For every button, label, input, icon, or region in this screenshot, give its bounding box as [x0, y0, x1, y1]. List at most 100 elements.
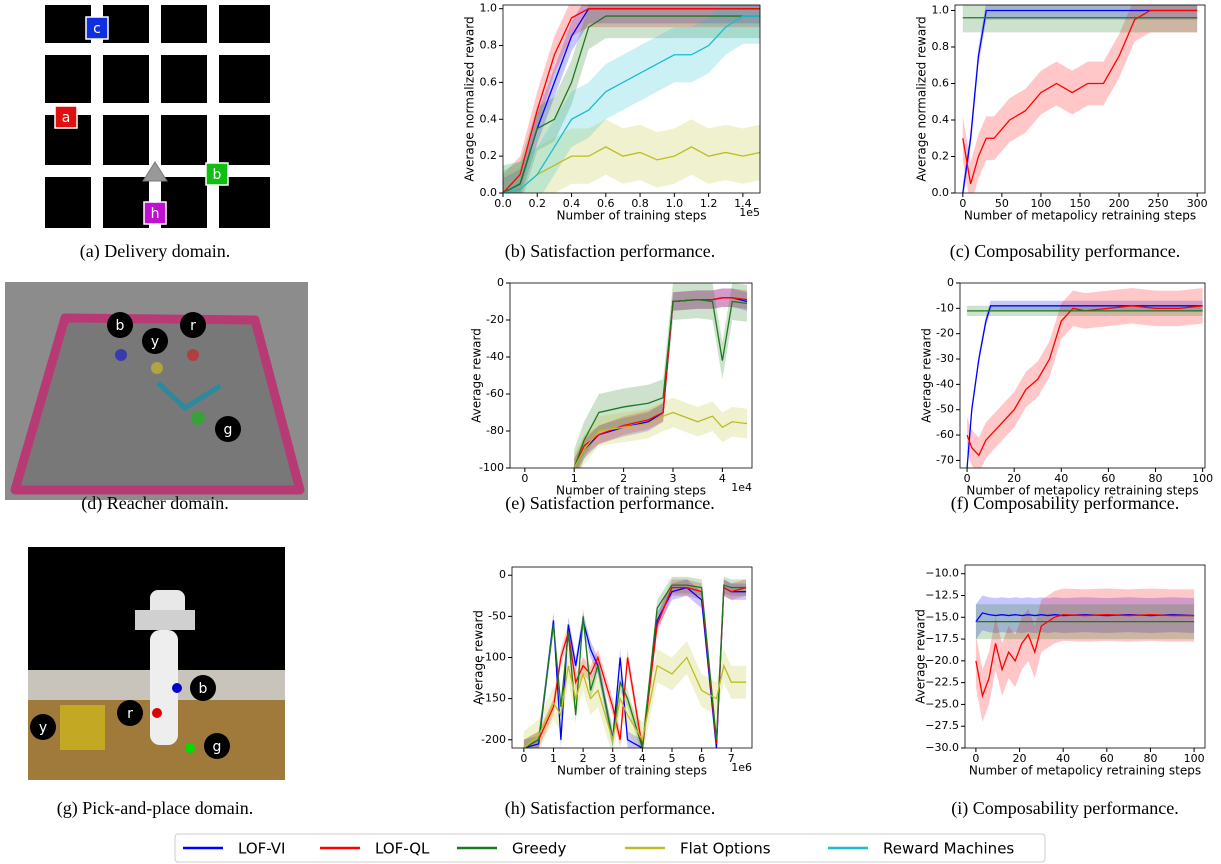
y-tick-label: 0.0 [932, 186, 950, 199]
series-line [573, 298, 748, 468]
object-label: g [224, 422, 233, 438]
confidence-band [503, 5, 760, 193]
series-line [503, 146, 760, 193]
series-line [975, 614, 1195, 699]
y-tick-label: 0.8 [932, 40, 950, 53]
caption: (f) Composability performance. [951, 493, 1179, 514]
x-offset: 1e5 [739, 206, 760, 219]
legend-label: Reward Machines [883, 840, 1014, 858]
plot [966, 288, 1203, 468]
confidence-band [962, 5, 1198, 33]
x-tick-label: 0.4 [563, 197, 581, 210]
y-tick-label: −10.0 [925, 567, 959, 580]
y-tick-label: −15.0 [925, 610, 959, 623]
object-label: a [62, 110, 71, 126]
y-tick-label: -30 [936, 352, 954, 365]
caption: (e) Satisfaction performance. [505, 493, 714, 514]
confidence-band [574, 283, 748, 468]
legend-label: Greedy [512, 840, 566, 858]
x-tick-label: 0.6 [597, 197, 615, 210]
caption: (d) Reacher domain. [81, 493, 228, 514]
x-tick-label: 60 [1100, 752, 1114, 765]
y-tick-label: -60 [486, 387, 504, 400]
x-tick-label: 60 [1101, 472, 1115, 485]
caption: (i) Composability performance. [951, 798, 1178, 819]
confidence-band [503, 5, 760, 193]
x-tick-label: 50 [995, 197, 1009, 210]
x-tick-label: 100 [1192, 472, 1213, 485]
x-tick-label: 250 [1148, 197, 1169, 210]
legend-label: LOF-QL [375, 840, 430, 858]
y-tick-label: −27.5 [925, 719, 959, 732]
confidence-band [523, 579, 747, 748]
series-line [523, 584, 747, 748]
x-tick-label: 100 [1184, 752, 1205, 765]
x-tick-label: 0.2 [529, 197, 547, 210]
x-tick-label: 0 [521, 472, 528, 485]
label-disc [215, 416, 241, 442]
y-tick-label: -20 [486, 313, 504, 326]
object-label: c [93, 21, 101, 37]
x-tick-label: 1.0 [666, 197, 684, 210]
x-tick-label: 20 [1013, 752, 1027, 765]
label-disc [117, 700, 143, 726]
plot [962, 5, 1198, 193]
x-tick-label: 4 [639, 752, 646, 765]
x-tick-label: 0.8 [631, 197, 649, 210]
x-tick-label: 40 [1056, 752, 1070, 765]
label-disc [204, 733, 230, 759]
y-tick-label: 0.2 [480, 149, 498, 162]
y-tick-label: 0.0 [480, 186, 498, 199]
label-box [54, 105, 78, 129]
plot [573, 283, 748, 468]
series-line [573, 411, 748, 468]
confidence-band [962, 5, 1198, 193]
x-tick-label: 1.2 [700, 197, 718, 210]
y-tick-label: −22.5 [925, 676, 959, 689]
legend-label: LOF-VI [238, 840, 285, 858]
reacher-image [5, 282, 308, 500]
y-tick-label: −17.5 [925, 632, 959, 645]
confidence-band [503, 119, 760, 193]
plot [975, 588, 1195, 722]
series-line [966, 305, 1203, 468]
caption: (h) Satisfaction performance. [505, 798, 715, 819]
y-tick-label: 1.0 [932, 3, 950, 16]
x-axis-label: Number of metapolicy retraining steps [964, 209, 1196, 223]
y-tick-label: -40 [486, 350, 504, 363]
label-box [143, 201, 167, 225]
series-line [966, 305, 1203, 457]
x-tick-label: 40 [1054, 472, 1068, 485]
x-tick-label: 1 [571, 472, 578, 485]
y-tick-label: -40 [936, 377, 954, 390]
y-tick-label: -50 [488, 609, 506, 622]
object-label: b [199, 681, 208, 697]
y-tick-label: -200 [481, 733, 506, 746]
x-tick-label: 6 [698, 752, 705, 765]
y-tick-label: −12.5 [925, 589, 959, 602]
y-tick-label: 0 [947, 276, 954, 289]
plot-frame [502, 4, 761, 194]
plot [523, 576, 747, 748]
caption: (c) Composability performance. [950, 241, 1180, 262]
label-disc [107, 312, 133, 338]
series-line [503, 8, 760, 193]
y-tick-label: -80 [486, 424, 504, 437]
confidence-band [975, 595, 1195, 640]
legend-label: Flat Options [680, 840, 771, 858]
series-line [503, 15, 760, 193]
confidence-band [574, 288, 748, 468]
x-tick-label: 1.4 [734, 197, 752, 210]
x-tick-label: 0 [964, 472, 971, 485]
y-axis-label: Average reward [920, 328, 934, 423]
x-axis-label: Number of training steps [557, 764, 707, 778]
y-tick-label: 0.6 [480, 75, 498, 88]
delivery-image [45, 5, 270, 228]
x-axis-label: Number of metapolicy retraining steps [966, 484, 1198, 498]
y-tick-label: -100 [481, 651, 506, 664]
y-tick-label: -20 [936, 327, 954, 340]
y-tick-label: 0.4 [932, 113, 950, 126]
pick-place-image [28, 547, 285, 780]
confidence-band [503, 5, 760, 193]
x-tick-label: 300 [1187, 197, 1208, 210]
